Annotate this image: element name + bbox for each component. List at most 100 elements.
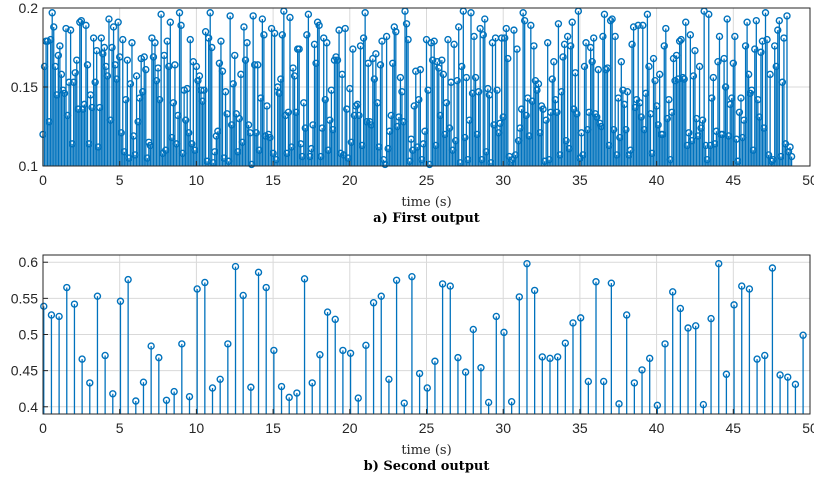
stem-marker — [60, 89, 69, 98]
stem-marker — [661, 340, 669, 348]
stem-marker — [431, 357, 439, 365]
stem-marker — [476, 24, 484, 33]
stem-marker — [178, 340, 186, 348]
stem-marker — [502, 24, 510, 33]
stem-marker — [590, 34, 598, 42]
stem-marker — [546, 354, 554, 363]
stem-marker — [377, 292, 385, 300]
stem-marker — [321, 95, 329, 104]
stem-marker — [510, 26, 518, 34]
stem-marker — [662, 24, 670, 33]
x-tick-label: 45 — [726, 172, 742, 188]
stem-marker — [149, 53, 158, 61]
y-tick-label: 0.5 — [19, 327, 39, 343]
stem-marker — [162, 396, 171, 404]
stem-marker — [239, 291, 247, 300]
stem-marker — [200, 86, 208, 94]
y-tick-label: 0.4 — [19, 399, 39, 415]
stem-marker — [507, 398, 516, 406]
y-tick-label: 0.2 — [19, 0, 39, 16]
stem-marker — [155, 95, 164, 104]
stem-marker — [559, 53, 567, 61]
stem-marker — [751, 45, 759, 53]
stem-marker — [423, 384, 431, 392]
stem-marker — [270, 29, 279, 37]
stem-marker — [582, 39, 590, 47]
stem-marker — [114, 18, 122, 26]
stem-marker — [522, 111, 530, 120]
y-tick-label: 0.55 — [11, 290, 38, 306]
stem-marker — [385, 375, 393, 384]
x-axis-label: time (s) — [401, 195, 451, 210]
stem-marker — [615, 400, 623, 408]
stem-marker — [355, 111, 363, 120]
stem-marker — [352, 102, 360, 110]
stem-marker — [201, 28, 210, 36]
stem-marker — [262, 283, 270, 292]
stem-marker — [109, 390, 117, 398]
stem-marker — [738, 282, 746, 290]
stem-marker — [584, 377, 593, 386]
y-tick-label: 0.1 — [19, 158, 39, 174]
stem-marker — [619, 86, 627, 94]
stem-marker — [553, 353, 562, 361]
stem-marker — [722, 370, 731, 378]
stem-marker — [354, 394, 362, 402]
stem-marker — [599, 377, 608, 386]
stem-marker — [370, 75, 379, 83]
stem-marker — [266, 133, 274, 142]
stem-marker — [669, 288, 677, 296]
chart-panel-first-output: 0 5 10 15 20 25 30 35 40 45 50 0.1 0.15 0.2 time (s)a)… — [11, 0, 814, 226]
stem-marker — [97, 34, 105, 42]
stem-marker — [741, 42, 750, 50]
stem-marker — [252, 129, 260, 137]
stem-marker — [753, 355, 761, 363]
stem-marker — [729, 59, 737, 67]
stem-marker — [122, 95, 130, 104]
stem-marker — [249, 12, 257, 20]
stem-marker — [204, 34, 213, 42]
stem-marker — [54, 51, 63, 60]
stem-marker — [270, 346, 278, 355]
stem-marker — [226, 12, 234, 20]
stem-marker — [263, 102, 271, 110]
stem-marker — [680, 75, 688, 83]
stem-marker — [766, 70, 774, 79]
stem-marker — [331, 315, 339, 324]
stem-marker — [83, 61, 92, 69]
stem-marker — [254, 61, 262, 69]
stem-marker — [117, 129, 125, 137]
stem-marker — [665, 95, 673, 104]
stem-marker — [50, 23, 58, 31]
stem-marker — [40, 302, 48, 311]
stem-marker — [86, 379, 94, 387]
stem-marker — [787, 152, 796, 161]
stem-marker — [402, 20, 411, 28]
stem-marker — [477, 364, 485, 372]
stem-marker — [562, 137, 570, 145]
stem-marker — [169, 99, 178, 107]
y-tick-label: 0.15 — [11, 79, 38, 95]
stem-marker — [439, 70, 448, 79]
stem-marker — [784, 373, 792, 381]
stem-marker — [714, 58, 722, 66]
stem-marker — [346, 349, 355, 357]
stem-marker — [410, 102, 418, 110]
stem-marker — [392, 276, 401, 284]
x-tick-label: 25 — [419, 172, 435, 188]
stem-marker — [484, 398, 493, 407]
y-tick-label: 0.6 — [19, 254, 39, 270]
stem-marker — [682, 18, 690, 26]
stem-marker — [175, 9, 184, 17]
x-tick-label: 50 — [802, 420, 814, 436]
stem-marker — [260, 31, 268, 39]
stem-marker — [538, 353, 547, 361]
x-tick-label: 40 — [649, 172, 665, 188]
stem-marker — [408, 272, 416, 281]
stem-marker — [645, 354, 654, 363]
stem-marker — [761, 9, 770, 17]
stem-marker — [89, 34, 98, 42]
stem-marker — [258, 15, 267, 23]
stem-marker — [471, 73, 480, 82]
stem-marker — [278, 31, 287, 39]
